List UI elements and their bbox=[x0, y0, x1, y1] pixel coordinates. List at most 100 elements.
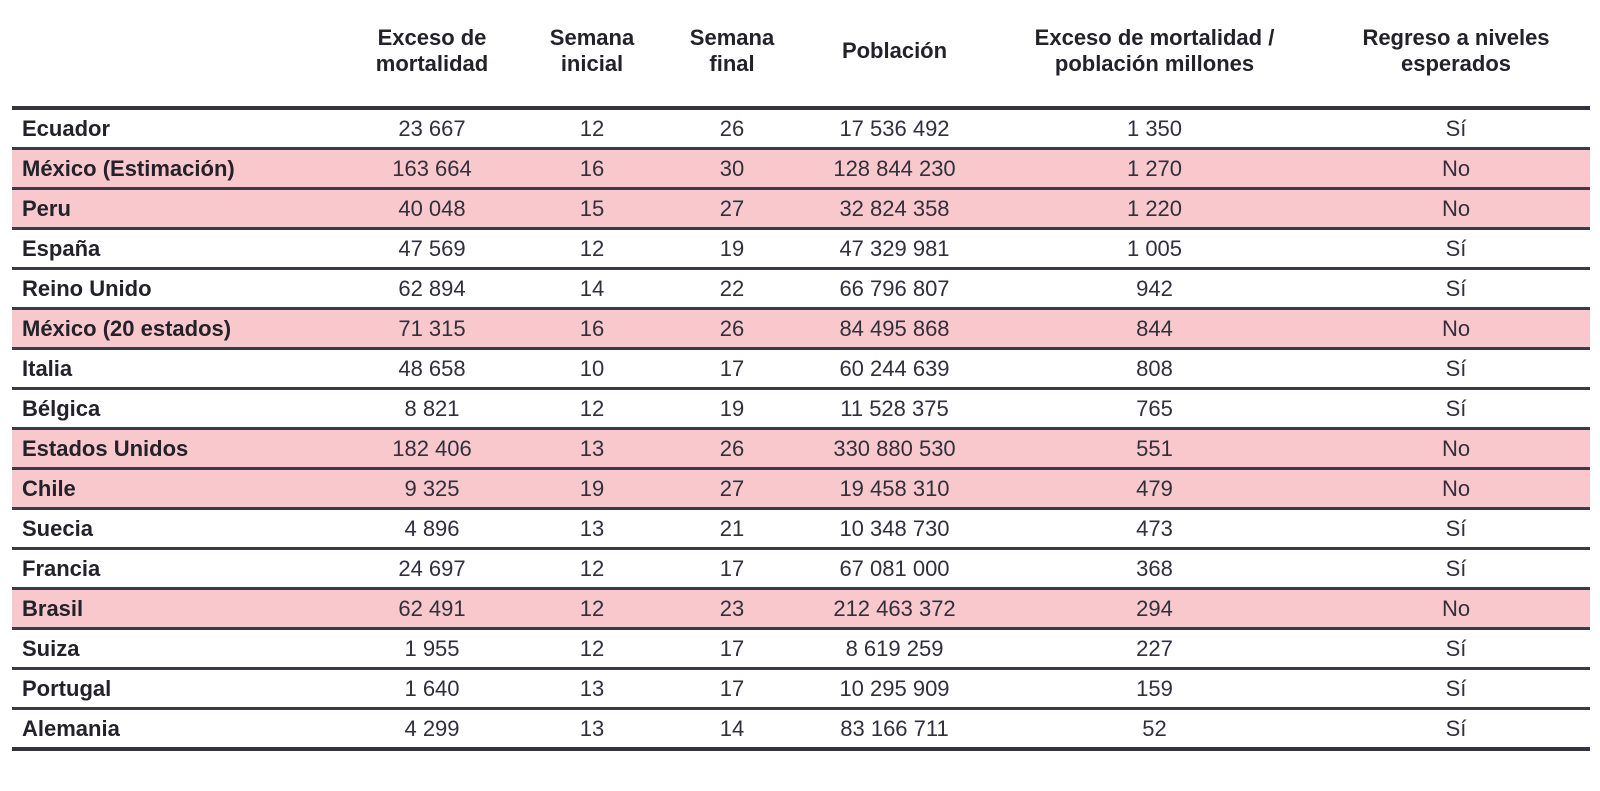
cell-week-end: 19 bbox=[662, 387, 802, 429]
cell-country: España bbox=[12, 227, 342, 269]
header-excess-per-million: Exceso de mortalidad / población millone… bbox=[987, 2, 1322, 110]
cell-excess-per-million: 159 bbox=[987, 667, 1322, 709]
cell-returned: Sí bbox=[1322, 627, 1590, 669]
cell-excess-per-million: 294 bbox=[987, 587, 1322, 629]
table-row: Francia 24 697 12 17 67 081 000 368 Sí bbox=[12, 547, 1590, 589]
cell-returned: Sí bbox=[1322, 707, 1590, 749]
cell-week-end: 17 bbox=[662, 547, 802, 589]
cell-week-start: 12 bbox=[522, 547, 662, 589]
cell-week-end: 26 bbox=[719, 115, 745, 141]
cell-excess-per-million: 942 bbox=[987, 267, 1322, 309]
cell-week-end: 23 bbox=[662, 587, 802, 629]
cell-week-end: 26 bbox=[662, 427, 802, 469]
mortality-table-container: Exceso de mortalidad Semana inicial Sema… bbox=[12, 2, 1590, 751]
cell-returned: Sí bbox=[1322, 507, 1590, 549]
cell-week-end: 26 bbox=[662, 307, 802, 349]
header-week-end: Semana final bbox=[662, 2, 802, 110]
cell-excess: 24 697 bbox=[342, 547, 522, 589]
cell-week-start: 13 bbox=[522, 427, 662, 469]
cell-country: Italia bbox=[12, 347, 342, 389]
cell-population: 19 458 310 bbox=[802, 467, 987, 509]
cell-country: Chile bbox=[12, 467, 342, 509]
cell-returned: No bbox=[1322, 587, 1590, 629]
cell-country: México (Estimación) bbox=[12, 147, 342, 189]
table-row: Bélgica 8 821 12 19 11 528 375 765 Sí bbox=[12, 387, 1590, 429]
cell-week-start: 16 bbox=[522, 307, 662, 349]
cell-week-end: 30 bbox=[662, 147, 802, 189]
cell-excess: 9 325 bbox=[342, 467, 522, 509]
table-row: Alemania 4 299 13 14 83 166 711 52 Sí bbox=[12, 707, 1590, 749]
cell-excess-per-million: 52 bbox=[987, 707, 1322, 749]
cell-country: México (20 estados) bbox=[12, 307, 342, 349]
cell-country: Portugal bbox=[12, 667, 342, 709]
header-population: Población bbox=[802, 2, 987, 110]
cell-excess: 62 491 bbox=[342, 587, 522, 629]
cell-excess-per-million: 765 bbox=[987, 387, 1322, 429]
cell-excess-per-million: 479 bbox=[987, 467, 1322, 509]
header-week-start: Semana inicial bbox=[522, 2, 662, 110]
cell-week-start: 10 bbox=[522, 347, 662, 389]
cell-population: 212 463 372 bbox=[802, 587, 987, 629]
cell-excess: 40 048 bbox=[342, 187, 522, 229]
table-row: Brasil 62 491 12 23 212 463 372 294 No bbox=[12, 587, 1590, 629]
cell-week-end: 17 bbox=[662, 627, 802, 669]
table-row: España 47 569 12 19 47 329 981 1 005 Sí bbox=[12, 227, 1590, 269]
cell-returned: Sí bbox=[1322, 227, 1590, 269]
cell-country: Reino Unido bbox=[12, 267, 342, 309]
cell-week-start: 12 bbox=[579, 115, 605, 141]
cell-returned: Sí bbox=[1322, 347, 1590, 389]
cell-week-start: 13 bbox=[522, 707, 662, 749]
cell-country: Estados Unidos bbox=[12, 427, 342, 469]
cell-excess: 23 667 bbox=[398, 115, 466, 141]
cell-returned: No bbox=[1322, 147, 1590, 189]
cell-returned: Sí bbox=[1322, 267, 1590, 309]
cell-week-start: 19 bbox=[522, 467, 662, 509]
cell-excess: 62 894 bbox=[342, 267, 522, 309]
table-row: Suiza 1 955 12 17 8 619 259 227 Sí bbox=[12, 627, 1590, 669]
cell-returned: No bbox=[1322, 307, 1590, 349]
cell-week-start: 14 bbox=[522, 267, 662, 309]
cell-population: 10 348 730 bbox=[802, 507, 987, 549]
cell-country: Brasil bbox=[12, 587, 342, 629]
cell-population: 128 844 230 bbox=[802, 147, 987, 189]
cell-week-start: 12 bbox=[522, 587, 662, 629]
table-body: Ecuador 23 667 12 26 17 536 492 1 350 Sí México… bbox=[12, 108, 1590, 749]
table-row: México (20 estados) 71 315 16 26 84 495 868 8… bbox=[12, 307, 1590, 349]
cell-excess: 48 658 bbox=[342, 347, 522, 389]
cell-population: 60 244 639 bbox=[802, 347, 987, 389]
cell-returned: No bbox=[1322, 187, 1590, 229]
cell-week-start: 12 bbox=[522, 627, 662, 669]
cell-excess: 4 896 bbox=[342, 507, 522, 549]
header-excess-mortality: Exceso de mortalidad bbox=[342, 2, 522, 110]
cell-country: Suecia bbox=[12, 507, 342, 549]
cell-week-end: 19 bbox=[662, 227, 802, 269]
cell-week-end: 27 bbox=[662, 467, 802, 509]
cell-population: 83 166 711 bbox=[802, 707, 987, 749]
table-row: Chile 9 325 19 27 19 458 310 479 No bbox=[12, 467, 1590, 509]
table-row: Peru 40 048 15 27 32 824 358 1 220 No bbox=[12, 187, 1590, 229]
cell-excess: 182 406 bbox=[342, 427, 522, 469]
cell-country: Francia bbox=[12, 547, 342, 589]
cell-week-end: 22 bbox=[662, 267, 802, 309]
cell-population: 330 880 530 bbox=[802, 427, 987, 469]
cell-returned: Sí bbox=[1445, 115, 1467, 141]
cell-returned: Sí bbox=[1322, 387, 1590, 429]
table-row: Reino Unido 62 894 14 22 66 796 807 942 Sí bbox=[12, 267, 1590, 309]
cell-population: 47 329 981 bbox=[802, 227, 987, 269]
cell-excess-per-million: 1 220 bbox=[987, 187, 1322, 229]
cell-excess: 1 955 bbox=[342, 627, 522, 669]
cell-week-start: 13 bbox=[522, 507, 662, 549]
cell-returned: Sí bbox=[1322, 547, 1590, 589]
cell-excess-per-million: 551 bbox=[987, 427, 1322, 469]
header-returned-to-expected: Regreso a niveles esperados bbox=[1322, 2, 1590, 110]
cell-week-end: 14 bbox=[662, 707, 802, 749]
cell-population: 17 536 492 bbox=[839, 115, 950, 141]
cell-excess: 71 315 bbox=[342, 307, 522, 349]
cell-country: Ecuador bbox=[22, 115, 111, 141]
cell-excess: 47 569 bbox=[342, 227, 522, 269]
cell-excess: 4 299 bbox=[342, 707, 522, 749]
cell-population: 84 495 868 bbox=[802, 307, 987, 349]
cell-returned: No bbox=[1322, 467, 1590, 509]
table-row: México (Estimación) 163 664 16 30 128 844 23… bbox=[12, 147, 1590, 189]
cell-country: Peru bbox=[12, 187, 342, 229]
